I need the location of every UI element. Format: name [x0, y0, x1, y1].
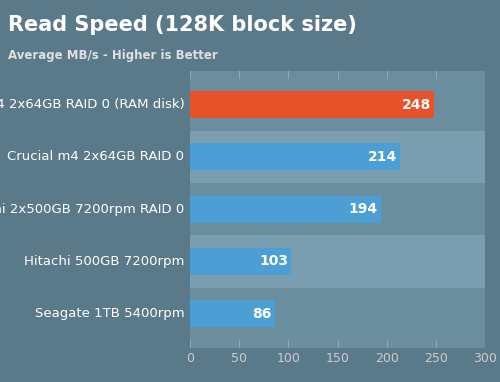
- Text: Hitachi 500GB 7200rpm: Hitachi 500GB 7200rpm: [24, 255, 184, 268]
- Text: Crucial m4 2x64GB RAID 0: Crucial m4 2x64GB RAID 0: [8, 151, 184, 163]
- Text: 248: 248: [402, 98, 431, 112]
- Bar: [190, 91, 434, 118]
- Text: 103: 103: [260, 254, 288, 269]
- Bar: [190, 196, 381, 223]
- Bar: [190, 300, 274, 327]
- Text: Hitachi 2x500GB 7200rpm RAID 0: Hitachi 2x500GB 7200rpm RAID 0: [0, 202, 184, 216]
- Bar: [190, 79, 485, 131]
- Bar: [190, 183, 485, 235]
- Bar: [190, 248, 292, 275]
- Text: 214: 214: [368, 150, 398, 164]
- Bar: [190, 131, 485, 183]
- Text: Read Speed (128K block size): Read Speed (128K block size): [8, 15, 356, 35]
- Bar: [190, 235, 485, 288]
- Bar: [190, 143, 400, 170]
- Text: 86: 86: [252, 307, 272, 320]
- Bar: [190, 288, 485, 340]
- Text: Seagate 1TB 5400rpm: Seagate 1TB 5400rpm: [34, 307, 184, 320]
- Text: 194: 194: [348, 202, 378, 216]
- Text: Average MB/s - Higher is Better: Average MB/s - Higher is Better: [8, 49, 217, 62]
- Text: Crucial m4 2x64GB RAID 0 (RAM disk): Crucial m4 2x64GB RAID 0 (RAM disk): [0, 98, 184, 111]
